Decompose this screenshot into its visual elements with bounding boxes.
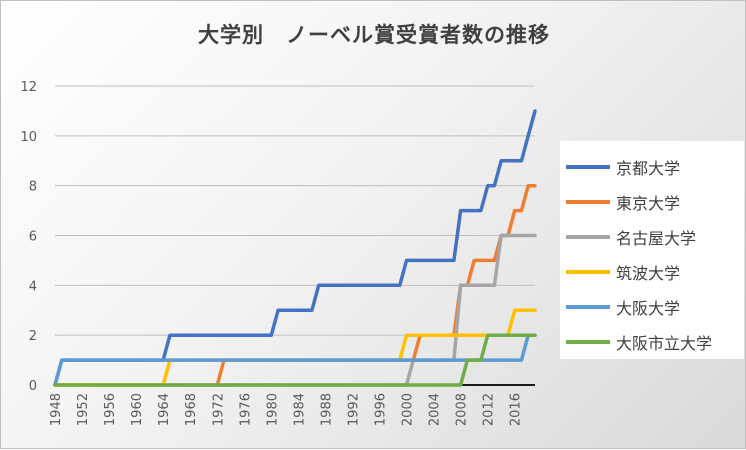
grid-layer xyxy=(55,85,535,386)
y-tick-label: 6 xyxy=(29,230,37,245)
x-tick-label: 1948 xyxy=(49,393,64,426)
legend-item: 名古屋大学 xyxy=(566,219,744,254)
legend-swatch xyxy=(566,339,610,344)
legend-item: 東京大学 xyxy=(566,184,744,219)
legend-label: 筑波大学 xyxy=(616,263,681,283)
y-tick-label: 10 xyxy=(20,130,37,145)
legend-swatch xyxy=(566,234,610,239)
y-axis-ticks: 0 2 4 6 8 10 12 xyxy=(20,80,37,394)
legend-item: 大阪大学 xyxy=(566,289,744,324)
legend-label: 東京大学 xyxy=(616,193,681,213)
x-tick-label: 1964 xyxy=(157,393,172,426)
y-tick-label: 8 xyxy=(29,180,37,195)
x-axis-ticks: 1948 1952 1956 1960 1964 1968 1972 1976 1980 1984… xyxy=(49,393,524,426)
series-layer xyxy=(53,109,537,387)
x-tick-label: 1988 xyxy=(319,393,334,426)
legend-item: 大阪市立大学 xyxy=(566,324,744,359)
legend-label: 名古屋大学 xyxy=(616,228,697,248)
x-tick-label: 2004 xyxy=(428,393,443,426)
x-tick-label: 1968 xyxy=(184,393,199,426)
y-tick-label: 12 xyxy=(20,80,37,95)
chart-title: 大学別 ノーベル賞受賞者数の推移 xyxy=(198,23,550,47)
x-tick-label: 1952 xyxy=(76,393,91,426)
x-tick-label: 2012 xyxy=(482,393,497,426)
series-line-5 xyxy=(53,333,537,387)
series-line-2 xyxy=(53,233,537,387)
legend-swatch xyxy=(566,164,610,169)
legend-swatch xyxy=(566,199,610,204)
legend-label: 京都大学 xyxy=(616,158,681,178)
x-tick-label: 1996 xyxy=(374,393,389,426)
x-tick-label: 2008 xyxy=(455,393,470,426)
x-tick-label: 1960 xyxy=(130,393,145,426)
y-tick-label: 2 xyxy=(29,329,37,344)
x-tick-label: 1972 xyxy=(211,393,226,426)
y-tick-label: 0 xyxy=(29,379,37,394)
x-tick-label: 1992 xyxy=(346,393,361,426)
legend-swatch xyxy=(566,304,610,309)
x-tick-label: 1980 xyxy=(265,393,280,426)
series-line-3 xyxy=(53,308,537,387)
legend-label: 大阪大学 xyxy=(616,298,681,318)
legend-item: 筑波大学 xyxy=(566,254,744,289)
x-tick-label: 1956 xyxy=(103,393,118,426)
x-tick-label: 1984 xyxy=(292,393,307,426)
legend-label: 大阪市立大学 xyxy=(616,333,713,353)
y-tick-label: 4 xyxy=(29,279,37,294)
legend-swatch xyxy=(566,269,610,274)
legend: 京都大学東京大学名古屋大学筑波大学大阪大学大阪市立大学 xyxy=(560,141,744,359)
legend-item: 京都大学 xyxy=(566,149,744,184)
x-tick-label: 1976 xyxy=(238,393,253,426)
x-tick-label: 2000 xyxy=(401,393,416,426)
series-line-0 xyxy=(53,109,537,387)
x-tick-label: 2016 xyxy=(509,393,524,426)
